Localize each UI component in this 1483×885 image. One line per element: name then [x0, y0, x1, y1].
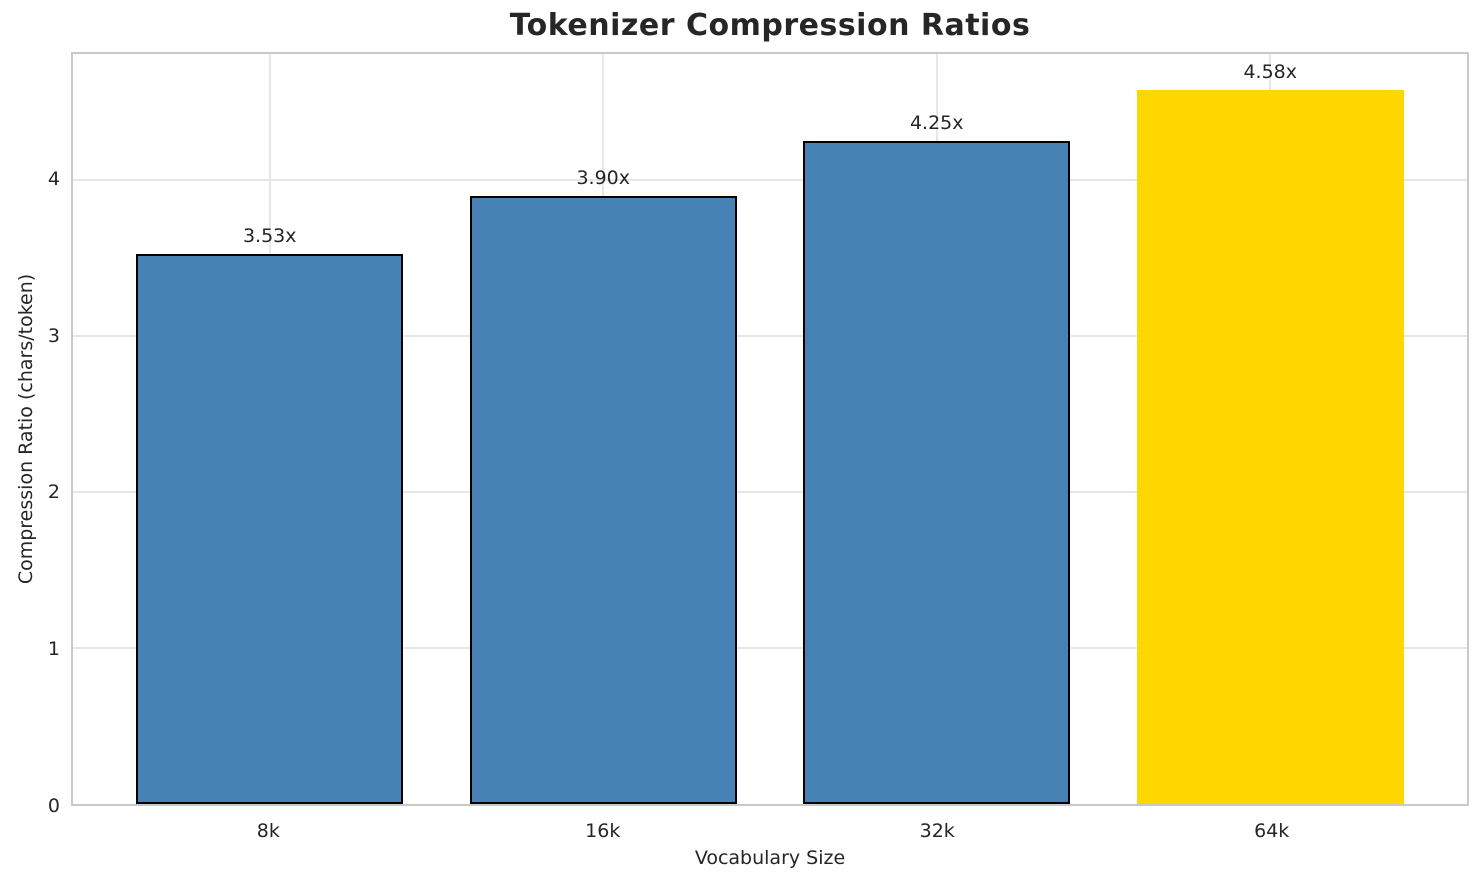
- bar-value-label-32k: 4.25x: [909, 112, 964, 135]
- y-tick-label-4: 4: [47, 167, 60, 190]
- x-tick-label-8k: 8k: [256, 820, 280, 842]
- bar-labels-layer: 3.53x 3.90x 4.25x 4.58x: [73, 54, 1467, 804]
- y-axis-tick-labels: 0 1 2 3 4: [0, 52, 60, 817]
- bar-value-label-8k: 3.53x: [242, 224, 297, 247]
- gridline-y-1: [73, 647, 1467, 650]
- y-tick-label-0: 0: [47, 795, 60, 817]
- gridline-y-2: [73, 491, 1467, 494]
- bar-value-label-16k: 3.90x: [576, 166, 631, 189]
- y-tick-label-3: 3: [47, 324, 60, 347]
- bars-layer: [73, 54, 1467, 804]
- bar-32k: [803, 141, 1071, 804]
- plot-area: 3.53x 3.90x 4.25x 4.58x: [71, 52, 1469, 806]
- x-tick-label-32k: 32k: [919, 820, 955, 842]
- x-axis-label: Vocabulary Size: [694, 847, 846, 869]
- chart-title: Tokenizer Compression Ratios: [509, 8, 1031, 43]
- gridline-y-4: [73, 179, 1467, 182]
- bar-value-label-64k: 4.58x: [1243, 60, 1298, 83]
- y-tick-label-1: 1: [47, 638, 60, 661]
- bar-64k: [1136, 89, 1404, 804]
- y-tick-label-2: 2: [47, 481, 60, 504]
- x-tick-label-64k: 64k: [1254, 820, 1290, 842]
- x-axis-tick-labels: 8k 16k 32k 64k: [71, 820, 1469, 846]
- gridline-y-3: [73, 335, 1467, 338]
- x-tick-label-16k: 16k: [585, 820, 621, 842]
- bar-8k: [136, 253, 404, 804]
- bar-16k: [469, 195, 737, 804]
